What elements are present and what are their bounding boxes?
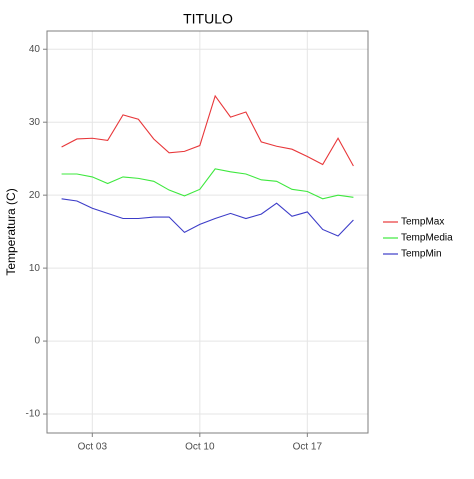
legend-label: TempMin — [401, 249, 442, 260]
y-tick-label: 40 — [29, 44, 41, 55]
y-tick-label: 10 — [29, 263, 41, 274]
x-tick-label: Oct 03 — [78, 442, 108, 453]
y-tick-label: 20 — [29, 190, 41, 201]
x-tick-label: Oct 17 — [293, 442, 323, 453]
y-tick-label: 0 — [34, 336, 40, 347]
line — [61, 198, 354, 237]
y-tick-label: -10 — [26, 409, 41, 420]
chart-title: TITULO — [183, 11, 233, 27]
y-tick-label: 30 — [29, 117, 41, 128]
legend-label: TempMax — [401, 217, 444, 228]
legend-label: TempMedia — [401, 233, 453, 244]
line — [61, 168, 354, 200]
line — [61, 94, 354, 167]
x-tick-label: Oct 10 — [185, 442, 215, 453]
y-axis-label: Temperatura (C) — [4, 188, 18, 275]
panel-border — [46, 30, 369, 434]
